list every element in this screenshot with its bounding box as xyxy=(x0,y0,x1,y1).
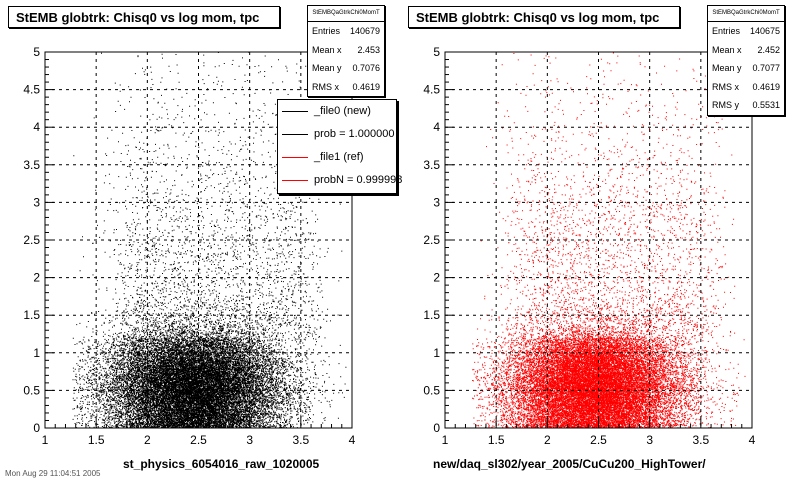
y-tick-label: 4.5 xyxy=(23,83,40,97)
stats-row: Mean x 2.452 xyxy=(708,41,784,60)
stats-value: 0.7076 xyxy=(352,63,380,73)
stats-value: 0.5531 xyxy=(752,100,780,110)
stats-value: 140675 xyxy=(749,26,780,36)
y-tick-label: 1.5 xyxy=(423,308,440,322)
x-tick-label: 1.5 xyxy=(488,433,505,447)
x-tick-label: 3 xyxy=(246,433,253,447)
x-tick-label: 2.5 xyxy=(190,433,207,447)
y-tick-label: 4 xyxy=(433,120,440,134)
left-plot-title: StEMB globtrk: Chisq0 vs log mom, tpc xyxy=(8,6,280,28)
stats-label: Mean x xyxy=(312,44,342,55)
stats-row: Entries 140679 xyxy=(308,22,384,41)
legend-entry: prob = 1.000000 xyxy=(278,123,396,146)
stats-row: RMS y 0.5531 xyxy=(708,96,784,115)
stats-value: 140679 xyxy=(349,26,380,36)
stats-row: Mean y 0.7076 xyxy=(308,59,384,78)
stats-row: RMS x 0.4619 xyxy=(308,78,384,97)
legend-label: _file1 (ref) xyxy=(314,151,364,163)
legend-entry: probN = 0.999998 xyxy=(278,169,402,192)
stats-label: Entries xyxy=(712,26,741,36)
stats-value: 0.7077 xyxy=(752,63,780,73)
stats-value: 2.453 xyxy=(357,44,380,55)
x-tick-label: 4 xyxy=(349,433,356,447)
y-tick-label: 5 xyxy=(433,45,440,59)
stats-label: RMS y xyxy=(712,100,739,110)
stats-value: 0.4619 xyxy=(352,81,380,92)
stats-label: Mean y xyxy=(312,63,342,73)
y-tick-label: 0 xyxy=(433,421,440,435)
right-scatter-points xyxy=(472,52,746,429)
left-x-axis-title: st_physics_6054016_raw_1020005 xyxy=(123,457,320,471)
legend-line-marker xyxy=(282,111,308,112)
legend-line-marker xyxy=(282,157,308,158)
legend-entry: _file1 (ref) xyxy=(278,146,396,169)
y-tick-label: 2 xyxy=(433,271,440,285)
y-tick-label: 3 xyxy=(33,195,40,209)
stats-row: Mean x 2.453 xyxy=(308,41,384,60)
stats-label: Entries xyxy=(312,26,341,36)
stats-row: Entries 140675 xyxy=(708,22,784,41)
left-stats-name: StEMBQaGtrkChi0MomT xyxy=(308,6,384,22)
right-plot-panel: 1 1.5 2 2.5 3 3.5 4 0 0.5 1 1.5 2 2.5 3 3.5 4 4.5 5 StEMB… xyxy=(400,0,800,480)
stats-value: 2.452 xyxy=(757,44,780,55)
y-tick-label: 3.5 xyxy=(23,158,40,172)
x-tick-label: 2 xyxy=(144,433,151,447)
x-tick-label: 4 xyxy=(749,433,756,447)
stats-label: Mean x xyxy=(712,44,742,55)
stats-label: RMS x xyxy=(312,81,339,92)
y-tick-label: 2.5 xyxy=(423,233,440,247)
scatter-point-cloud xyxy=(472,52,746,429)
right-scatter-plot: 1 1.5 2 2.5 3 3.5 4 0 0.5 1 1.5 2 2.5 3 3.5 4 4.5 5 xyxy=(423,45,756,447)
legend-entry: _file0 (new) xyxy=(278,100,396,123)
y-tick-label: 1 xyxy=(33,346,40,360)
y-tick-label: 0.5 xyxy=(23,383,40,397)
y-tick-label: 1 xyxy=(433,346,440,360)
stats-label: RMS x xyxy=(712,81,739,92)
right-plot-title: StEMB globtrk: Chisq0 vs log mom, tpc xyxy=(408,6,680,28)
x-tick-label: 1 xyxy=(442,433,449,447)
y-tick-label: 5 xyxy=(33,45,40,59)
y-tick-label: 1.5 xyxy=(23,308,40,322)
stats-row: Mean y 0.7077 xyxy=(708,59,784,78)
right-x-axis-title: new/daq_sl302/year_2005/CuCu200_HighTowe… xyxy=(433,457,706,471)
legend-line-marker xyxy=(282,180,308,181)
y-tick-label: 4 xyxy=(33,120,40,134)
legend-label: prob = 1.000000 xyxy=(314,128,395,140)
stats-label: Mean y xyxy=(712,63,742,73)
legend-label: _file0 (new) xyxy=(314,105,371,117)
y-tick-label: 0.5 xyxy=(423,383,440,397)
x-tick-label: 1.5 xyxy=(88,433,105,447)
y-tick-label: 0 xyxy=(33,421,40,435)
stats-row: RMS x 0.4619 xyxy=(708,78,784,97)
y-tick-label: 3 xyxy=(433,195,440,209)
stats-value: 0.4619 xyxy=(752,81,780,92)
right-stats-name: StEMBQaGtrkChi0MomT xyxy=(708,6,784,22)
x-tick-label: 1 xyxy=(42,433,49,447)
y-tick-label: 2.5 xyxy=(23,233,40,247)
y-tick-label: 4.5 xyxy=(423,83,440,97)
x-tick-label: 3 xyxy=(646,433,653,447)
y-tick-label: 2 xyxy=(33,271,40,285)
legend-line-marker xyxy=(282,134,308,135)
left-plot-panel: 1 1.5 2 2.5 3 3.5 4 0 0.5 1 1.5 2 2.5 3 3.5 4 4.5 5 StEMB… xyxy=(8,5,402,471)
x-tick-label: 3.5 xyxy=(292,433,309,447)
footer-timestamp: Mon Aug 29 11:04:51 2005 xyxy=(5,469,101,478)
legend-label: probN = 0.999998 xyxy=(314,174,403,186)
x-tick-label: 2.5 xyxy=(590,433,607,447)
x-tick-label: 2 xyxy=(544,433,551,447)
right-stats-box: StEMBQaGtrkChi0MomT Entries 140675 Mean x 2… xyxy=(707,5,785,116)
left-stats-box: StEMBQaGtrkChi0MomT Entries 140679 Mean x 2… xyxy=(307,5,385,97)
legend-box: _file0 (new) prob = 1.000000 _file1 (ref) p… xyxy=(277,99,402,194)
y-tick-label: 3.5 xyxy=(423,158,440,172)
x-tick-label: 3.5 xyxy=(692,433,709,447)
